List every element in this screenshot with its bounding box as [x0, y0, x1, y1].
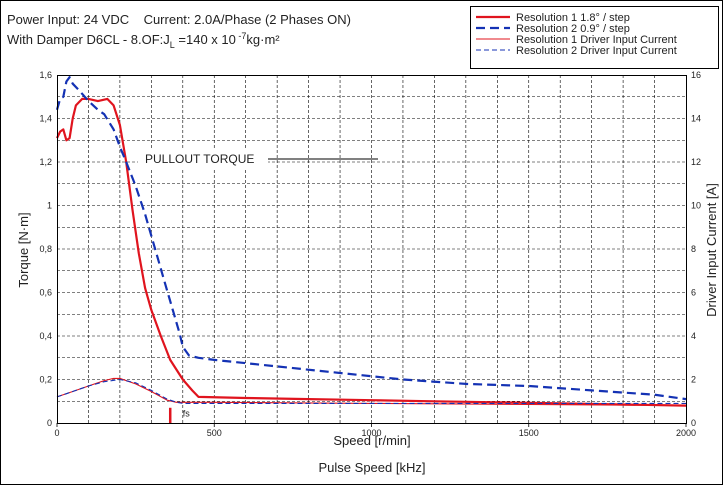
legend-box	[470, 6, 719, 69]
y-tick-label: 1,6	[39, 70, 52, 80]
y-right-tick-label: 8	[691, 244, 696, 254]
header-line2-prefix: With Damper D6CL - 8.OF:J	[7, 32, 170, 47]
y-right-tick-label: 14	[691, 114, 701, 124]
series-layer	[55, 76, 687, 423]
y-tick-label: 0,6	[39, 288, 52, 298]
series-line-4	[56, 378, 686, 404]
chart-header: Power Input: 24 VDC Current: 2.0A/Phase …	[7, 12, 351, 50]
y-right-tick-label: 10	[691, 201, 701, 211]
plot-frame	[57, 75, 687, 424]
y-axis-label-right: Driver Input Current [A]	[704, 183, 719, 317]
legend-label-2: Resolution 2 0.9° / step	[516, 23, 630, 35]
y-right-tick-label: 16	[691, 70, 701, 80]
legend-label-4: Resolution 2 Driver Input Current	[516, 45, 677, 57]
x-tick-label: 2000	[676, 428, 696, 438]
x-axis-label: Speed [r/min]	[333, 433, 410, 448]
x-tick-label: 500	[207, 428, 222, 438]
y-tick-label: 0	[47, 418, 52, 428]
pullout-label-bg	[138, 148, 268, 169]
header-line2-sup: -7	[236, 31, 247, 41]
y-tick-label: 0,2	[39, 375, 52, 385]
x-tick-label: 1000	[361, 428, 381, 438]
y-tick-label: 1,4	[39, 114, 52, 124]
y-right-tick-label: 4	[691, 331, 696, 341]
header-line2-mid: =140 x 10	[175, 32, 236, 47]
grid	[57, 75, 686, 423]
x-tick-label: 1500	[519, 428, 539, 438]
annotation-layer: PULLOUT TORQUE fs	[138, 148, 378, 418]
y-right-tick-label: 12	[691, 157, 701, 167]
y-tick-label: 0,8	[39, 244, 52, 254]
series-line-2	[55, 76, 687, 401]
series-line-3	[56, 377, 687, 407]
fs-label: fs	[183, 408, 191, 418]
header-line2-suffix: kg·m²	[246, 32, 280, 47]
header-line1: Power Input: 24 VDC Current: 2.0A/Phase …	[7, 12, 351, 27]
y-axis-label: Torque [N·m]	[16, 212, 31, 287]
y-tick-label: 1	[47, 201, 52, 211]
x-tick-label: 0	[54, 428, 59, 438]
ticks: 0 500 1000 1500 200000,20,40,60,811,21,41,60…	[39, 70, 701, 438]
legend-label-1: Resolution 1 1.8° / step	[516, 12, 630, 24]
header-line2-sub: L	[170, 40, 175, 50]
series-line-1	[56, 97, 687, 407]
header-line2: With Damper D6CL - 8.OF:JL =140 x 10 -7k…	[7, 31, 280, 50]
y-tick-label: 0,4	[39, 331, 52, 341]
pullout-torque-label: PULLOUT TORQUE	[145, 152, 254, 166]
y-right-tick-label: 2	[691, 375, 696, 385]
y-right-tick-label: 6	[691, 288, 696, 298]
legend-label-3: Resolution 1 Driver Input Current	[516, 34, 677, 46]
y-tick-label: 1,2	[39, 157, 52, 167]
y-right-tick-label: 0	[691, 418, 696, 428]
x-axis-label-2: Pulse Speed [kHz]	[319, 460, 426, 475]
